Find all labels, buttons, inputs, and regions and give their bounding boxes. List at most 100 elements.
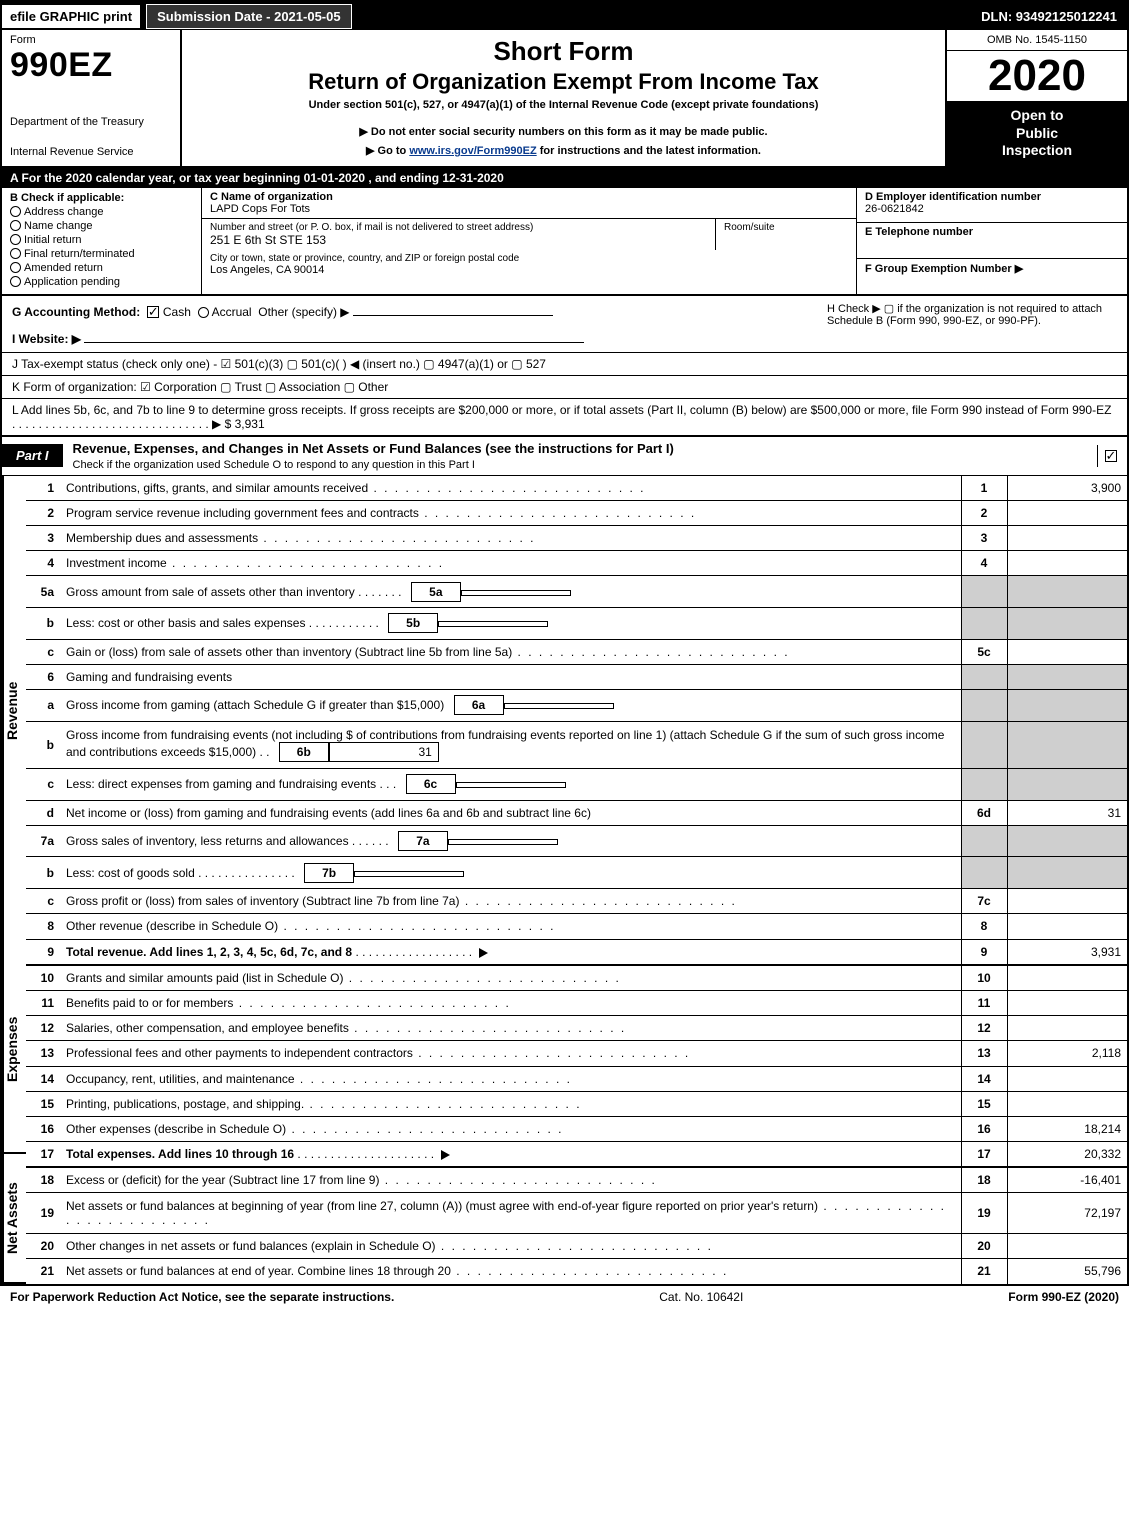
- chk-amended[interactable]: Amended return: [10, 262, 193, 274]
- col-def: D Employer identification number 26-0621…: [857, 188, 1127, 294]
- row-5c: cGain or (loss) from sale of assets othe…: [26, 639, 1127, 664]
- e-phone: E Telephone number: [857, 223, 1127, 259]
- row-14: 14Occupancy, rent, utilities, and mainte…: [26, 1066, 1127, 1091]
- form-word: Form: [10, 34, 172, 46]
- c-label: C Name of organization: [210, 191, 333, 203]
- row-10: 10Grants and similar amounts paid (list …: [26, 965, 1127, 991]
- accrual-label: Accrual: [212, 305, 252, 319]
- chk-initial-return[interactable]: Initial return: [10, 234, 193, 246]
- f-group: F Group Exemption Number ▶: [857, 259, 1127, 294]
- short-form-title: Short Form: [194, 36, 933, 67]
- row-15: 15Printing, publications, postage, and s…: [26, 1091, 1127, 1116]
- city-label: City or town, state or province, country…: [210, 253, 848, 264]
- form-header: Form 990EZ Department of the Treasury In…: [2, 30, 1127, 168]
- row-11: 11Benefits paid to or for members11: [26, 991, 1127, 1016]
- chk-address-change[interactable]: Address change: [10, 206, 193, 218]
- chk-final-return[interactable]: Final return/terminated: [10, 248, 193, 260]
- other-label: Other (specify) ▶: [258, 305, 349, 319]
- row-5a: 5aGross amount from sale of assets other…: [26, 576, 1127, 608]
- d-label: D Employer identification number: [865, 191, 1041, 203]
- line-a-taxyear: A For the 2020 calendar year, or tax yea…: [2, 168, 1127, 188]
- row-18: 18Excess or (deficit) for the year (Subt…: [26, 1167, 1127, 1193]
- line-k: K Form of organization: ☑ Corporation ▢ …: [2, 376, 1127, 399]
- org-name: LAPD Cops For Tots: [210, 203, 848, 215]
- row-6: 6Gaming and fundraising events: [26, 664, 1127, 689]
- open2: Public: [1016, 125, 1058, 141]
- side-revenue: Revenue: [2, 476, 26, 946]
- omb-number: OMB No. 1545-1150: [947, 30, 1127, 51]
- row-3: 3Membership dues and assessments3: [26, 525, 1127, 550]
- row-6a: aGross income from gaming (attach Schedu…: [26, 689, 1127, 721]
- goto-line: ▶ Go to www.irs.gov/Form990EZ for instru…: [194, 144, 933, 157]
- org-address: 251 E 6th St STE 153: [210, 233, 707, 247]
- triangle-icon: [479, 948, 488, 958]
- g-label: G Accounting Method:: [12, 305, 140, 319]
- goto-post: for instructions and the latest informat…: [537, 145, 761, 157]
- row-6b: bGross income from fundraising events (n…: [26, 721, 1127, 768]
- row-13: 13Professional fees and other payments t…: [26, 1041, 1127, 1066]
- row-2: 2Program service revenue including gover…: [26, 500, 1127, 525]
- side-netassets: Net Assets: [2, 1154, 26, 1284]
- row-8: 8Other revenue (describe in Schedule O)8: [26, 914, 1127, 939]
- open1: Open to: [1011, 107, 1064, 123]
- addr-label: Number and street (or P. O. box, if mail…: [210, 222, 707, 233]
- chk-cash[interactable]: [147, 306, 159, 318]
- line-j: J Tax-exempt status (check only one) - ☑…: [2, 353, 1127, 376]
- part-i-header: Part I Revenue, Expenses, and Changes in…: [2, 436, 1127, 476]
- row-9: 9Total revenue. Add lines 1, 2, 3, 4, 5c…: [26, 939, 1127, 965]
- e-label: E Telephone number: [865, 226, 973, 238]
- chk-name-change[interactable]: Name change: [10, 220, 193, 232]
- website-field[interactable]: [84, 329, 584, 343]
- footer-formref: Form 990-EZ (2020): [1008, 1290, 1119, 1304]
- chk-app-pending[interactable]: Application pending: [10, 276, 193, 288]
- part-i-check-text: Check if the organization used Schedule …: [73, 459, 475, 471]
- triangle-icon: [441, 1150, 450, 1160]
- row-6c: cLess: direct expenses from gaming and f…: [26, 768, 1127, 800]
- row-4: 4Investment income4: [26, 550, 1127, 575]
- tax-year: 2020: [947, 51, 1127, 101]
- ein-value: 26-0621842: [865, 203, 924, 215]
- part-i-title: Revenue, Expenses, and Changes in Net As…: [63, 437, 1097, 475]
- footer-left: For Paperwork Reduction Act Notice, see …: [10, 1290, 394, 1304]
- c-city-cell: City or town, state or province, country…: [202, 250, 856, 279]
- dln: DLN: 93492125012241: [971, 5, 1127, 28]
- d-ein: D Employer identification number 26-0621…: [857, 188, 1127, 224]
- irs-link[interactable]: www.irs.gov/Form990EZ: [409, 145, 536, 157]
- side-labels: Revenue Expenses Net Assets: [2, 476, 26, 1284]
- dept-irs: Internal Revenue Service: [10, 146, 172, 158]
- line-l: L Add lines 5b, 6c, and 7b to line 9 to …: [2, 399, 1127, 436]
- c-addr-row: Number and street (or P. O. box, if mail…: [202, 219, 856, 250]
- row-6d: dNet income or (loss) from gaming and fu…: [26, 800, 1127, 825]
- header-right: OMB No. 1545-1150 2020 Open to Public In…: [947, 30, 1127, 166]
- main-grid: Revenue Expenses Net Assets 1Contributio…: [2, 476, 1127, 1284]
- l-text: L Add lines 5b, 6c, and 7b to line 9 to …: [12, 403, 1111, 431]
- part-i-checkbox[interactable]: [1097, 445, 1127, 467]
- open3: Inspection: [1002, 142, 1072, 158]
- efile-label[interactable]: efile GRAPHIC print: [2, 5, 140, 28]
- dept-treasury: Department of the Treasury: [10, 116, 172, 128]
- room-label: Room/suite: [724, 222, 848, 233]
- row-1: 1Contributions, gifts, grants, and simil…: [26, 476, 1127, 501]
- row-17: 17Total expenses. Add lines 10 through 1…: [26, 1142, 1127, 1168]
- col-c: C Name of organization LAPD Cops For Tot…: [202, 188, 857, 294]
- chk-accrual[interactable]: [198, 307, 209, 318]
- footer-catno: Cat. No. 10642I: [394, 1290, 1008, 1304]
- top-bar: efile GRAPHIC print Submission Date - 20…: [2, 2, 1127, 30]
- other-specify-field[interactable]: [353, 302, 553, 316]
- row-20: 20Other changes in net assets or fund ba…: [26, 1233, 1127, 1258]
- side-expenses: Expenses: [2, 946, 26, 1154]
- col-b: B Check if applicable: Address change Na…: [2, 188, 202, 294]
- row-7b: bLess: cost of goods sold . . . . . . . …: [26, 857, 1127, 889]
- f-label: F Group Exemption Number ▶: [865, 263, 1023, 275]
- row-7a: 7aGross sales of inventory, less returns…: [26, 825, 1127, 857]
- goto-pre: ▶ Go to: [366, 145, 409, 157]
- org-city: Los Angeles, CA 90014: [210, 264, 848, 276]
- row-5b: bLess: cost or other basis and sales exp…: [26, 607, 1127, 639]
- line-g-h: G Accounting Method: Cash Accrual Other …: [2, 296, 1127, 353]
- open-inspection: Open to Public Inspection: [947, 101, 1127, 166]
- row-7c: cGross profit or (loss) from sales of in…: [26, 889, 1127, 914]
- header-left: Form 990EZ Department of the Treasury In…: [2, 30, 182, 166]
- cash-label: Cash: [163, 305, 191, 319]
- submission-date: Submission Date - 2021-05-05: [146, 4, 352, 29]
- row-12: 12Salaries, other compensation, and empl…: [26, 1016, 1127, 1041]
